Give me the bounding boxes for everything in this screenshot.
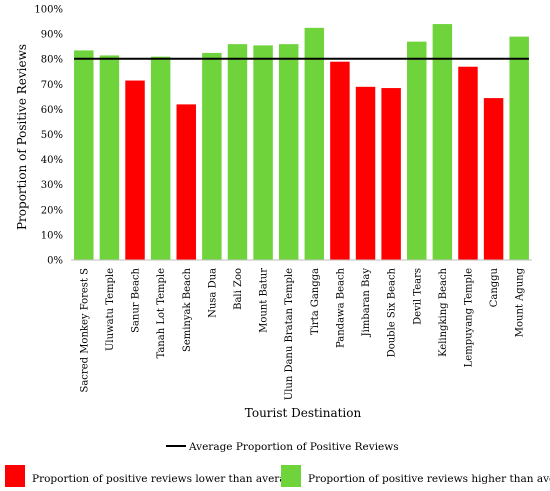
bar-higher (253, 45, 273, 260)
bar-lower (381, 88, 401, 260)
x-tick-label: Double Six Beach (387, 267, 398, 357)
y-tick-label: 40% (41, 155, 63, 166)
x-tick-label: Devil Tears (412, 268, 423, 325)
y-tick-label: 10% (41, 230, 63, 241)
y-axis-title: Proportion of Positive Reviews (15, 44, 29, 230)
bar-lower (125, 80, 145, 260)
bar-higher (278, 44, 299, 260)
bar-lower (355, 86, 376, 260)
bar-higher (407, 41, 427, 260)
y-tick-label: 30% (41, 180, 63, 191)
bar-higher (509, 36, 529, 260)
bar-lower (483, 98, 504, 260)
legend-higher-label: Proportion of positive reviews higher th… (308, 473, 550, 485)
x-tick-label: Canggu (489, 267, 500, 307)
x-tick-label: Tirta Gangga (310, 268, 321, 335)
legend-higher-swatch (281, 465, 301, 487)
bar-lower (458, 66, 478, 260)
legend-lower-swatch (5, 465, 25, 487)
bar-higher (432, 24, 453, 261)
y-axis-ticks: 0% 10% 20% 30% 40% 50% 60% 70% 80% 90% 100% (34, 5, 63, 267)
bar-higher (227, 44, 248, 260)
y-tick-label: 60% (41, 105, 63, 116)
y-tick-label: 50% (41, 130, 63, 141)
x-tick-label: Bali Zoo (233, 268, 244, 310)
x-tick-label: Kelingking Beach (438, 267, 449, 356)
x-axis-ticks: Sacred Monkey Forest S Uluwatu Temple Sanu… (79, 267, 525, 400)
y-tick-label: 0% (47, 256, 63, 267)
bar-higher (74, 50, 94, 260)
y-tick-label: 90% (41, 30, 63, 41)
bar-higher (304, 27, 325, 261)
y-tick-label: 80% (41, 55, 63, 66)
x-tick-label: Mount Batur (259, 268, 270, 333)
x-tick-label: Sacred Monkey Forest S (79, 268, 90, 393)
bar-higher (99, 55, 120, 261)
y-tick-label: 70% (41, 80, 63, 91)
x-tick-label: Tanah Lot Temple (156, 268, 167, 359)
bar-lower (330, 61, 350, 261)
x-axis-title: Tourist Destination (245, 406, 362, 420)
bar-higher (150, 56, 171, 260)
x-tick-label: Uluwatu Temple (105, 268, 116, 351)
bars (74, 24, 529, 261)
x-tick-label: Ulun Danu Bratan Temple (284, 268, 295, 400)
y-tick-label: 100% (34, 5, 63, 16)
legend-lower: Proportion of positive reviews lower tha… (5, 465, 299, 487)
x-tick-label: Pandawa Beach (335, 267, 346, 348)
legend-average-label: Average Proportion of Positive Reviews (188, 441, 399, 453)
x-tick-label: Mount Agung (515, 267, 526, 337)
legend-average: Average Proportion of Positive Reviews (166, 441, 399, 453)
x-tick-label: Jimbaran Bay (361, 268, 372, 338)
x-tick-label: Seminyak Beach (182, 267, 193, 352)
bar-lower (176, 104, 196, 260)
y-tick-label: 20% (41, 205, 63, 216)
bar-higher (202, 52, 222, 260)
legend-higher: Proportion of positive reviews higher th… (281, 465, 550, 487)
x-tick-label: Sanur Beach (131, 267, 142, 332)
x-tick-label: Lempuyang Temple (463, 268, 474, 367)
x-tick-label: Nusa Dua (207, 268, 218, 318)
legend-lower-label: Proportion of positive reviews lower tha… (32, 473, 299, 485)
